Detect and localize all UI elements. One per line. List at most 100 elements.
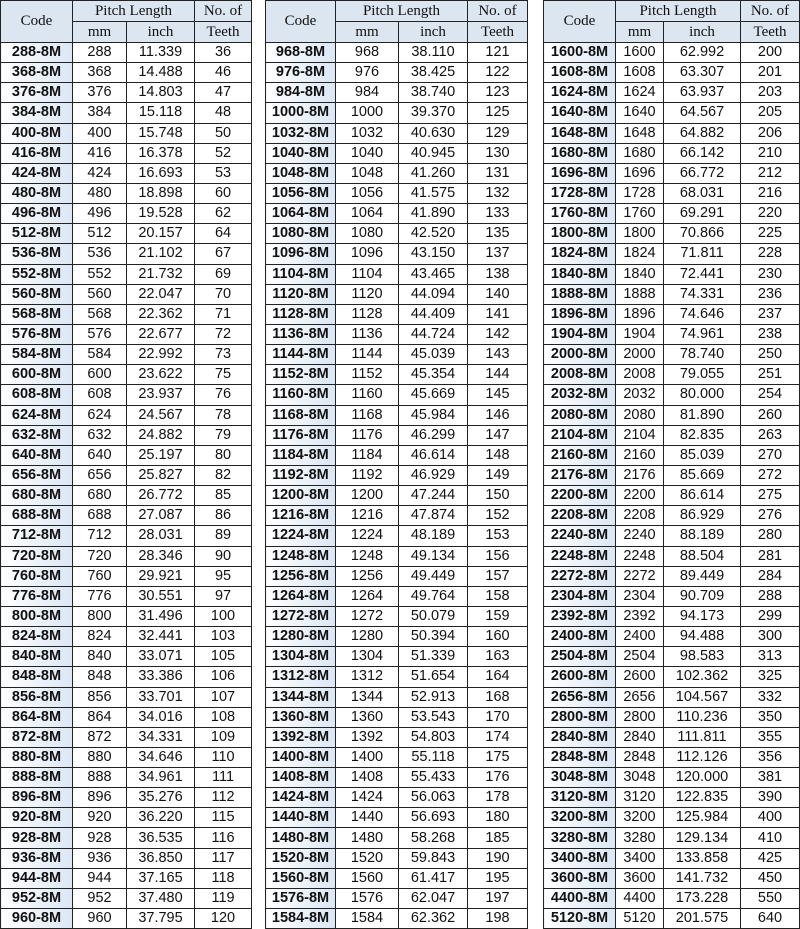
teeth-cell: 36	[194, 41, 253, 64]
inch-cell: 44.094	[397, 283, 469, 305]
mm-cell: 1256	[335, 565, 399, 587]
code-cell: 1360-8M	[265, 706, 336, 728]
code-cell: 2272-8M	[543, 565, 616, 587]
mm-cell: 1304	[335, 646, 399, 668]
mm-cell: 952	[72, 887, 127, 910]
mm-cell: 3280	[615, 827, 664, 849]
mm-cell: 776	[72, 585, 127, 607]
inch-cell: 74.646	[662, 303, 742, 325]
teeth-cell: 410	[740, 827, 800, 849]
mm-cell: 1096	[335, 243, 399, 265]
inch-cell: 80.000	[662, 384, 742, 406]
inch-cell: 66.142	[662, 142, 742, 164]
code-cell: 1000-8M	[265, 102, 336, 124]
teeth-cell: 325	[740, 666, 800, 688]
code-cell: 2248-8M	[543, 545, 616, 567]
table-row: 2656-8M 2656 104.567 332	[543, 686, 800, 708]
table-row: 1680-8M 1680 66.142 210	[543, 142, 800, 164]
table-row: 1264-8M 1264 49.764 158	[265, 585, 529, 607]
inch-cell: 72.441	[662, 263, 742, 285]
inch-cell: 51.654	[397, 666, 469, 688]
teeth-cell: 299	[740, 605, 800, 628]
code-cell: 640-8M	[0, 444, 73, 466]
inch-cell: 62.362	[397, 908, 469, 929]
code-cell: 1640-8M	[543, 102, 616, 124]
mm-cell: 1184	[335, 444, 399, 466]
code-cell: 568-8M	[0, 303, 73, 325]
teeth-cell: 116	[194, 827, 253, 849]
teeth-cell: 142	[467, 323, 529, 346]
table-row: 568-8M 568 22.362 71	[0, 303, 253, 325]
table-row: 688-8M 688 27.087 86	[0, 505, 253, 527]
teeth-cell: 174	[467, 726, 529, 748]
mm-cell: 536	[72, 243, 127, 265]
code-cell: 1168-8M	[265, 404, 336, 426]
header-row: Code Pitch Length No. of	[543, 0, 800, 43]
code-cell: 536-8M	[0, 243, 73, 265]
mm-cell: 1608	[615, 62, 664, 84]
code-cell: 2080-8M	[543, 404, 616, 426]
teeth-cell: 159	[467, 605, 529, 628]
mm-cell: 416	[72, 142, 127, 164]
code-cell: 800-8M	[0, 605, 73, 628]
code-cell: 1104-8M	[265, 263, 336, 285]
code-cell: 512-8M	[0, 223, 73, 245]
code-cell: 1760-8M	[543, 203, 616, 225]
teeth-cell: 270	[740, 444, 800, 466]
inch-cell: 141.732	[662, 867, 742, 889]
mm-cell: 2160	[615, 444, 664, 466]
code-cell: 600-8M	[0, 364, 73, 386]
table-row: 384-8M 384 15.118 48	[0, 102, 253, 124]
inch-cell: 58.268	[397, 827, 469, 849]
code-cell: 968-8M	[265, 41, 336, 64]
mm-cell: 1392	[335, 726, 399, 748]
teeth-header-line1: No. of	[467, 0, 529, 22]
teeth-cell: 82	[194, 464, 253, 487]
table-row: 1312-8M 1312 51.654 164	[265, 666, 529, 688]
code-cell: 1080-8M	[265, 223, 336, 245]
mm-cell: 1224	[335, 525, 399, 547]
table-row: 2032-8M 2032 80.000 254	[543, 384, 800, 406]
inch-cell: 81.890	[662, 404, 742, 426]
table-row: 424-8M 424 16.693 53	[0, 162, 253, 184]
code-cell: 1728-8M	[543, 182, 616, 205]
table-row: 1760-8M 1760 69.291 220	[543, 203, 800, 225]
code-cell: 5120-8M	[543, 908, 616, 929]
mm-cell: 1176	[335, 424, 399, 446]
mm-cell: 760	[72, 565, 127, 587]
table-row: 2840-8M 2840 111.811 355	[543, 726, 800, 748]
code-cell: 288-8M	[0, 41, 73, 64]
inch-cell: 41.890	[397, 203, 469, 225]
mm-cell: 1104	[335, 263, 399, 285]
inch-cell: 50.079	[397, 605, 469, 628]
teeth-cell: 149	[467, 464, 529, 487]
inch-cell: 41.260	[397, 162, 469, 184]
inch-cell: 71.811	[662, 243, 742, 265]
teeth-cell: 89	[194, 525, 253, 547]
table-row: 1032-8M 1032 40.630 129	[265, 122, 529, 144]
table-row: 2176-8M 2176 85.669 272	[543, 464, 800, 487]
inch-cell: 37.165	[125, 867, 196, 889]
mm-cell: 720	[72, 545, 127, 567]
inch-cell: 25.197	[125, 444, 196, 466]
code-cell: 1144-8M	[265, 344, 336, 366]
teeth-cell: 550	[740, 887, 800, 910]
table-row: 896-8M 896 35.276 112	[0, 787, 253, 809]
teeth-cell: 106	[194, 666, 253, 688]
code-cell: 1888-8M	[543, 283, 616, 305]
teeth-cell: 125	[467, 102, 529, 124]
table-row: 1480-8M 1480 58.268 185	[265, 827, 529, 849]
teeth-cell: 216	[740, 182, 800, 205]
table-row: 480-8M 480 18.898 60	[0, 182, 253, 205]
mm-cell: 1584	[335, 908, 399, 929]
teeth-cell: 381	[740, 767, 800, 789]
table-row: 1520-8M 1520 59.843 190	[265, 847, 529, 869]
inch-cell: 104.567	[662, 686, 742, 708]
code-cell: 1160-8M	[265, 384, 336, 406]
code-cell: 2200-8M	[543, 485, 616, 507]
teeth-cell: 195	[467, 867, 529, 889]
mm-cell: 840	[72, 646, 127, 668]
teeth-cell: 112	[194, 787, 253, 809]
inch-cell: 18.898	[125, 182, 196, 205]
teeth-cell: 138	[467, 263, 529, 285]
